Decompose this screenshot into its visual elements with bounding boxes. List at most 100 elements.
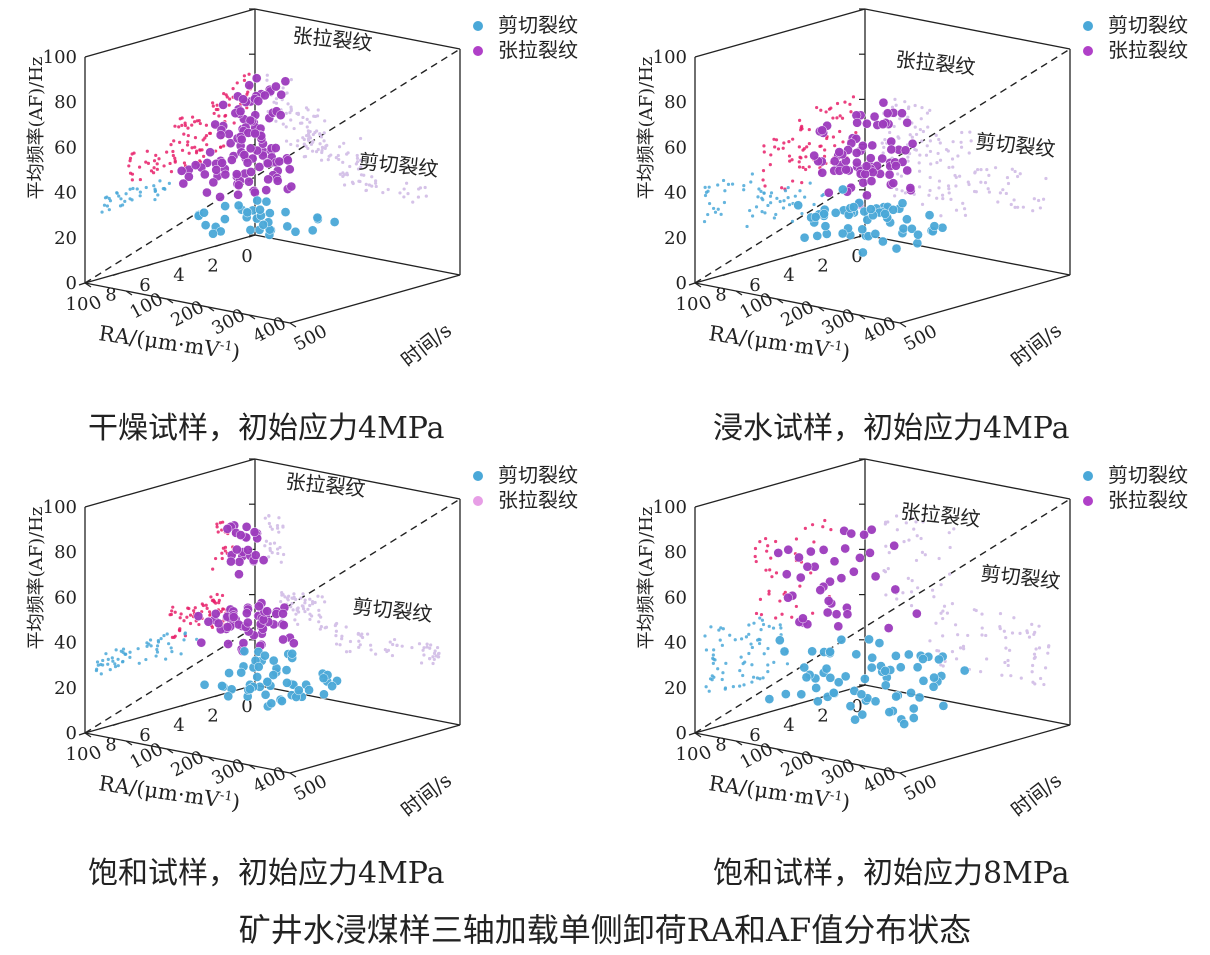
x-tick-label: 6 bbox=[139, 725, 150, 746]
projection-point-ra-wall bbox=[301, 607, 306, 611]
projection-point-time-wall bbox=[771, 626, 776, 630]
projection-point-time-wall bbox=[227, 103, 231, 107]
projection-point-time-wall bbox=[217, 114, 221, 118]
projection-point-time-wall bbox=[113, 662, 117, 666]
data-point bbox=[255, 204, 265, 215]
data-point bbox=[265, 208, 275, 218]
x-tick bbox=[790, 703, 798, 707]
projection-point-time-wall bbox=[148, 638, 153, 642]
projection-point-time-wall bbox=[761, 622, 766, 627]
projection-point-ra-wall bbox=[285, 596, 289, 600]
projection-point-ra-wall bbox=[928, 188, 932, 193]
projection-point-time-wall bbox=[758, 616, 762, 620]
projection-point-ra-wall bbox=[937, 179, 942, 183]
projection-point-time-wall bbox=[170, 650, 174, 654]
projection-point-time-wall bbox=[783, 189, 788, 193]
projection-point-time-wall bbox=[128, 171, 133, 175]
figure-title: 矿井水浸煤样三轴加载单侧卸荷RA和AF值分布状态 bbox=[238, 911, 972, 949]
projection-point-ra-wall bbox=[967, 151, 971, 155]
projection-point-time-wall bbox=[758, 540, 762, 544]
projection-point-time-wall bbox=[205, 606, 209, 610]
projection-point-time-wall bbox=[767, 592, 771, 596]
projection-point-ra-wall bbox=[937, 649, 941, 653]
projection-point-time-wall bbox=[707, 185, 711, 189]
projection-point-time-wall bbox=[161, 186, 165, 191]
projection-point-time-wall bbox=[128, 650, 132, 654]
projection-point-ra-wall bbox=[295, 144, 299, 148]
data-point bbox=[819, 209, 829, 219]
y-axis-title: 时间/s bbox=[1006, 318, 1066, 372]
data-point bbox=[848, 202, 859, 212]
x-axis-title-sup: -1 bbox=[219, 338, 234, 355]
projection-point-time-wall bbox=[214, 107, 218, 112]
projection-point-ra-wall bbox=[364, 188, 368, 193]
frame-edge bbox=[254, 8, 461, 50]
frame-edge bbox=[694, 458, 866, 508]
y-axis-line bbox=[254, 234, 461, 276]
data-point bbox=[905, 183, 916, 193]
projection-point-ra-wall bbox=[295, 111, 299, 116]
data-point bbox=[210, 119, 221, 130]
projection-point-ra-wall bbox=[1013, 205, 1017, 209]
data-point bbox=[235, 106, 246, 117]
x-tick bbox=[112, 722, 120, 726]
projection-point-ra-wall bbox=[1001, 188, 1005, 192]
projection-point-ra-wall bbox=[395, 643, 399, 647]
projection-point-time-wall bbox=[147, 642, 151, 646]
data-point bbox=[282, 155, 293, 166]
y-tick-label: 0 bbox=[695, 291, 715, 315]
projection-point-time-wall bbox=[835, 101, 840, 106]
projection-point-time-wall bbox=[190, 115, 195, 119]
data-point bbox=[779, 646, 790, 657]
data-point bbox=[836, 573, 847, 584]
projection-point-ra-wall bbox=[1030, 670, 1034, 674]
z-tick-label: 0 bbox=[676, 723, 687, 744]
projection-point-ra-wall bbox=[275, 524, 280, 528]
projection-point-time-wall bbox=[793, 194, 797, 198]
projection-point-time-wall bbox=[761, 169, 766, 173]
data-point bbox=[272, 175, 283, 186]
projection-point-ra-wall bbox=[299, 596, 303, 600]
projection-point-ra-wall bbox=[998, 611, 1003, 616]
projection-point-time-wall bbox=[721, 671, 725, 675]
projection-point-time-wall bbox=[136, 647, 140, 651]
projection-point-time-wall bbox=[222, 144, 226, 148]
projection-point-ra-wall bbox=[903, 100, 907, 104]
projection-point-ra-wall bbox=[391, 642, 395, 647]
projection-point-ra-wall bbox=[908, 133, 912, 137]
projection-point-ra-wall bbox=[296, 622, 300, 626]
projection-point-ra-wall bbox=[980, 633, 984, 637]
projection-point-time-wall bbox=[121, 659, 125, 664]
data-point bbox=[222, 524, 233, 534]
legend-marker bbox=[1083, 21, 1093, 31]
projection-point-time-wall bbox=[95, 660, 100, 664]
projection-point-time-wall bbox=[220, 551, 224, 555]
projection-point-time-wall bbox=[135, 187, 139, 191]
projection-point-time-wall bbox=[116, 664, 120, 668]
projection-point-time-wall bbox=[703, 193, 708, 198]
x-tick bbox=[756, 263, 764, 267]
projection-point-time-wall bbox=[819, 144, 823, 148]
projection-point-ra-wall bbox=[996, 200, 1000, 204]
projection-point-time-wall bbox=[749, 180, 753, 184]
projection-point-ra-wall bbox=[913, 125, 917, 129]
projection-point-ra-wall bbox=[961, 644, 966, 648]
x-tick-label: 8 bbox=[715, 734, 726, 755]
data-point bbox=[842, 609, 853, 620]
projection-point-time-wall bbox=[803, 195, 807, 199]
projection-point-ra-wall bbox=[359, 158, 363, 162]
projection-point-ra-wall bbox=[317, 608, 321, 612]
projection-point-ra-wall bbox=[277, 530, 281, 534]
data-point bbox=[852, 157, 862, 168]
projection-point-time-wall bbox=[131, 186, 135, 191]
projection-point-ra-wall bbox=[308, 603, 312, 608]
projection-point-ra-wall bbox=[954, 208, 959, 212]
projection-point-time-wall bbox=[781, 206, 786, 210]
data-point bbox=[902, 214, 912, 225]
projection-point-time-wall bbox=[173, 124, 177, 128]
y-tick-label: 300 bbox=[818, 305, 858, 340]
region-annotation: 张拉裂纹 bbox=[291, 23, 373, 55]
projection-point-time-wall bbox=[824, 110, 828, 114]
projection-point-time-wall bbox=[750, 680, 754, 684]
projection-point-time-wall bbox=[210, 598, 214, 603]
